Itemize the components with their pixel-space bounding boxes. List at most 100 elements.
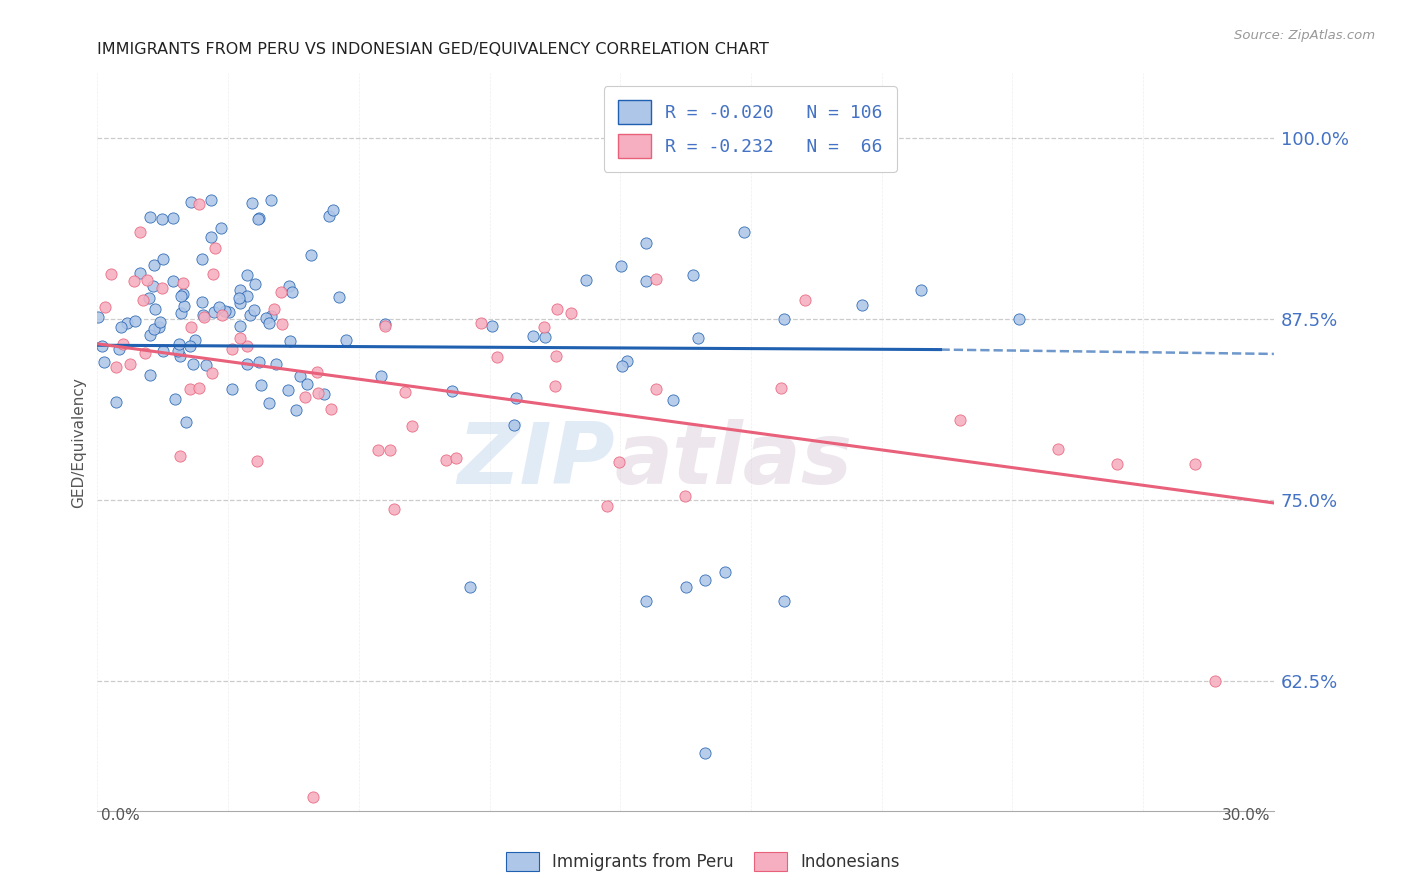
Point [546, 349, 568, 363]
Point [138, 368, 160, 383]
Point [152, 343, 174, 358]
Point [179, 382, 201, 396]
Point [319, 402, 342, 417]
Point [229, 331, 252, 345]
Point [193, 310, 215, 324]
Point [209, 221, 232, 235]
Legend: Immigrants from Peru, Indonesians: Immigrants from Peru, Indonesians [498, 843, 908, 880]
Point [128, 266, 150, 280]
Point [695, 573, 717, 587]
Point [607, 454, 630, 468]
Point [793, 293, 815, 307]
Point [150, 211, 173, 226]
Point [610, 359, 633, 374]
Point [180, 195, 202, 210]
Point [1047, 442, 1070, 457]
Point [169, 306, 191, 320]
Point [105, 359, 128, 374]
Point [141, 278, 163, 293]
Point [328, 290, 350, 304]
Point [662, 393, 685, 408]
Point [634, 275, 657, 289]
Point [503, 417, 526, 432]
Point [505, 391, 527, 405]
Point [733, 226, 755, 240]
Point [162, 274, 184, 288]
Point [335, 333, 357, 347]
Point [1105, 457, 1128, 471]
Point [200, 193, 222, 207]
Point [129, 225, 152, 239]
Point [229, 318, 252, 333]
Point [176, 415, 198, 429]
Point [143, 321, 166, 335]
Point [214, 303, 236, 318]
Point [1184, 457, 1206, 471]
Point [204, 241, 226, 255]
Point [170, 288, 193, 302]
Point [166, 343, 188, 358]
Point [169, 336, 191, 351]
Point [190, 252, 212, 267]
Point [370, 369, 392, 384]
Point [228, 291, 250, 305]
Point [610, 259, 633, 273]
Point [322, 203, 344, 218]
Point [695, 746, 717, 760]
Point [93, 355, 115, 369]
Point [247, 355, 270, 369]
Point [202, 305, 225, 319]
Point [533, 319, 555, 334]
Point [246, 454, 269, 468]
Point [533, 330, 555, 344]
Point [236, 358, 259, 372]
Point [240, 195, 263, 210]
Point [94, 300, 117, 314]
Point [458, 580, 481, 594]
Point [221, 343, 243, 357]
Point [394, 384, 416, 399]
Text: 0.0%: 0.0% [101, 808, 141, 823]
Point [247, 211, 270, 225]
Point [1204, 673, 1226, 688]
Point [714, 566, 737, 580]
Point [260, 193, 283, 207]
Point [444, 451, 467, 466]
Point [152, 252, 174, 266]
Point [259, 395, 281, 409]
Point [260, 309, 283, 323]
Point [143, 258, 166, 272]
Point [236, 268, 259, 282]
Point [172, 276, 194, 290]
Point [481, 318, 503, 333]
Point [645, 382, 668, 396]
Point [173, 299, 195, 313]
Point [229, 296, 252, 310]
Point [239, 308, 262, 322]
Point [91, 339, 114, 353]
Point [235, 339, 257, 353]
Point [263, 301, 285, 316]
Point [104, 395, 127, 409]
Point [194, 358, 217, 372]
Point [100, 267, 122, 281]
Point [770, 381, 793, 395]
Point [949, 413, 972, 427]
Text: ZIP: ZIP [457, 419, 614, 502]
Point [143, 301, 166, 316]
Point [169, 449, 191, 463]
Point [200, 229, 222, 244]
Point [138, 291, 160, 305]
Point [221, 382, 243, 396]
Point [675, 580, 697, 594]
Point [169, 349, 191, 363]
Point [295, 376, 318, 391]
Point [596, 500, 619, 514]
Point [401, 419, 423, 434]
Point [1008, 312, 1031, 326]
Point [318, 210, 340, 224]
Point [243, 303, 266, 318]
Text: IMMIGRANTS FROM PERU VS INDONESIAN GED/EQUIVALENCY CORRELATION CHART: IMMIGRANTS FROM PERU VS INDONESIAN GED/E… [97, 42, 769, 57]
Point [682, 268, 704, 283]
Point [187, 381, 209, 395]
